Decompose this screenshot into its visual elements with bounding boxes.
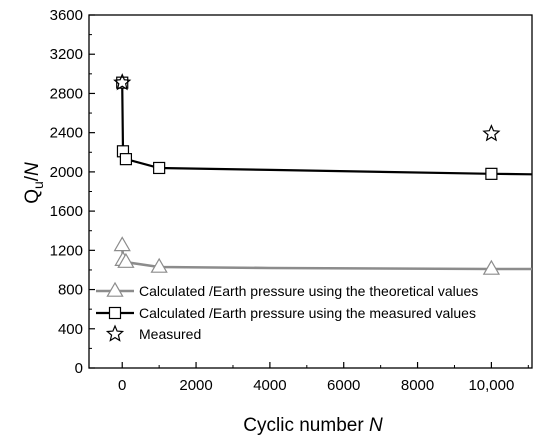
- y-axis-title: Qu/N: [22, 162, 46, 204]
- y-tick-label: 2000: [50, 164, 83, 181]
- legend-marker: [105, 324, 125, 342]
- y-axis: 0 400 800 1200 1600 2000 2400 2800 3200 3600: [50, 7, 95, 377]
- legend-label: Measured: [139, 326, 201, 342]
- y-axis-title-main: Q: [22, 189, 43, 204]
- y-tick-label: 1600: [50, 203, 83, 220]
- x-tick-label: 0: [118, 377, 126, 394]
- y-tick-label: 3600: [50, 7, 83, 24]
- y-axis-title-slash: /: [22, 175, 43, 181]
- series-1-point: [482, 259, 501, 275]
- x-tick-label: 8000: [401, 377, 434, 394]
- y-tick-label: 2800: [50, 85, 83, 102]
- series-3-point: [482, 124, 501, 142]
- x-axis-title: Cyclic number N: [243, 415, 383, 436]
- series-1-point: [117, 252, 135, 268]
- legend-label: Calculated /Earth pressure using the the…: [139, 283, 478, 299]
- legend-marker: [106, 281, 124, 297]
- x-axis-title-italic: N: [369, 415, 383, 436]
- y-tick-label: 1200: [50, 242, 83, 259]
- x-tick-label: 6000: [327, 377, 360, 394]
- series-2-line: [121, 82, 533, 176]
- series-1-point: [150, 257, 168, 273]
- y-axis-title-italic: N: [22, 162, 43, 176]
- series-2-point: [153, 161, 166, 175]
- legend-label: Calculated /Earth pressure using the mea…: [139, 305, 476, 321]
- y-tick-label: 0: [75, 360, 83, 377]
- series-3-point: [113, 73, 132, 91]
- y-tick-label: 400: [58, 321, 83, 338]
- series-1: [113, 236, 532, 275]
- legend: Calculated /Earth pressure using the the…: [96, 281, 478, 342]
- x-axis-title-main: Cyclic number: [243, 415, 369, 436]
- x-tick-label: 10,000: [468, 377, 514, 394]
- y-tick-label: 2400: [50, 125, 83, 142]
- y-tick-label: 3200: [50, 46, 83, 63]
- series-2-point: [119, 153, 133, 166]
- y-axis-title-subscript: u: [30, 181, 46, 189]
- series-layer: [113, 73, 533, 275]
- series-2-point: [485, 167, 498, 180]
- series-1-point: [113, 236, 131, 252]
- x-tick-label: 4000: [253, 377, 286, 394]
- y-tick-label: 800: [58, 282, 83, 299]
- x-tick-label: 2000: [179, 377, 212, 394]
- series-3: [113, 73, 501, 142]
- series-1-line: [120, 245, 532, 271]
- legend-marker: [108, 306, 122, 320]
- x-axis: 0 2000 4000 6000 8000 10,000: [118, 362, 529, 394]
- series-2: [116, 76, 533, 180]
